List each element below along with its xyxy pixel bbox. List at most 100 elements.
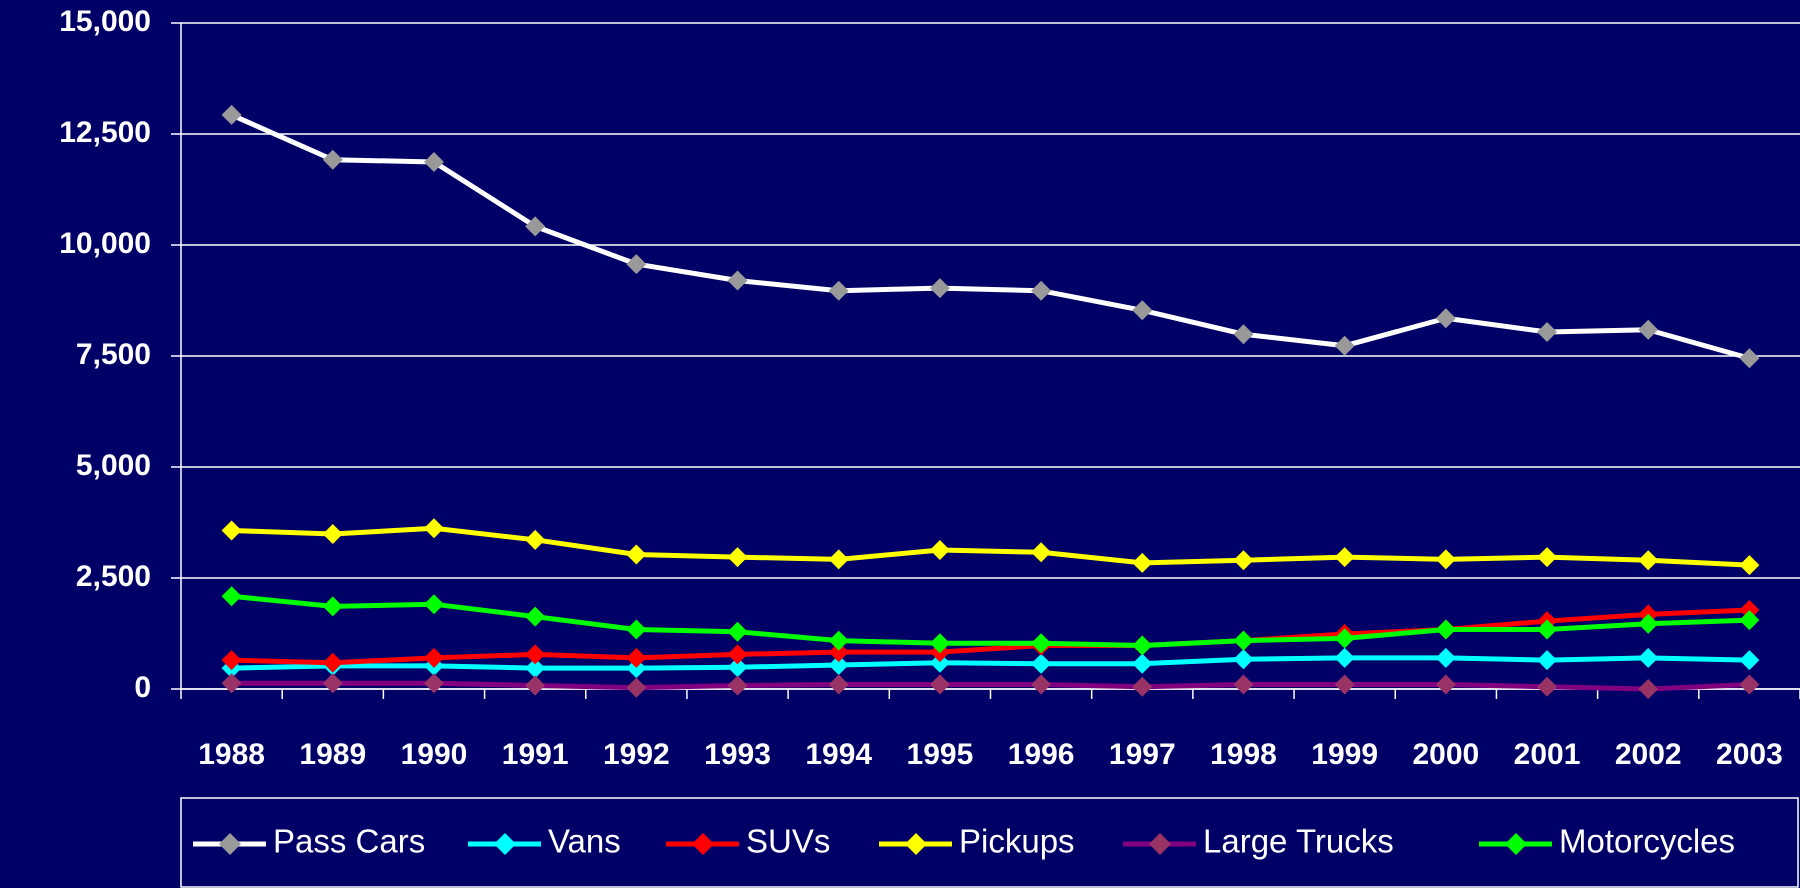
marker: [1132, 676, 1153, 697]
y-tick-label: 0: [134, 671, 151, 704]
marker: [423, 647, 444, 668]
marker: [626, 254, 647, 275]
marker: [727, 547, 748, 568]
marker: [1031, 633, 1052, 654]
marker: [1334, 547, 1355, 568]
marker: [525, 675, 546, 696]
marker: [626, 658, 647, 679]
legend-label: Pickups: [959, 823, 1075, 860]
marker: [1233, 324, 1254, 345]
y-tick-label: 12,500: [59, 116, 151, 149]
x-tick-label: 1992: [603, 738, 670, 771]
marker: [423, 594, 444, 615]
marker: [221, 650, 242, 671]
marker: [1537, 676, 1558, 697]
marker: [1233, 550, 1254, 571]
marker: [929, 633, 950, 654]
legend-box: [180, 797, 1799, 888]
marker: [221, 586, 242, 607]
marker: [1233, 674, 1254, 695]
marker: [1739, 555, 1760, 576]
marker: [626, 677, 647, 698]
x-tick-label: 2002: [1615, 738, 1682, 771]
marker: [221, 520, 242, 541]
series-line: [230, 112, 1751, 361]
series-line: [231, 607, 1750, 666]
y-tick-label: 15,000: [59, 5, 151, 38]
marker: [322, 149, 343, 170]
marker: [525, 529, 546, 550]
marker: [525, 606, 546, 627]
marker: [1638, 319, 1659, 340]
marker: [322, 652, 343, 673]
x-tick-label: 1994: [805, 738, 872, 771]
series-line: [231, 680, 1750, 692]
series-line: [231, 593, 1750, 648]
x-tick-label: 2003: [1716, 738, 1783, 771]
marker: [423, 673, 444, 694]
legend-marker: [692, 833, 714, 855]
marker: [221, 673, 242, 694]
marker: [1132, 552, 1153, 573]
x-tick-label: 1995: [907, 738, 974, 771]
x-tick-label: 1999: [1311, 738, 1378, 771]
marker: [1031, 542, 1052, 563]
marker: [221, 104, 242, 125]
series-line: [231, 525, 1750, 568]
x-tick-label: 1990: [401, 738, 468, 771]
marker: [929, 652, 950, 673]
marker: [626, 619, 647, 640]
marker: [1435, 647, 1456, 668]
marker: [1334, 647, 1355, 668]
marker: [1537, 322, 1558, 343]
marker: [1739, 599, 1760, 620]
y-tick-label: 5,000: [76, 449, 151, 482]
x-tick-label: 2001: [1514, 738, 1581, 771]
x-tick-label: 2000: [1412, 738, 1479, 771]
legend-marker: [1149, 833, 1171, 855]
legend-label: Vans: [548, 823, 621, 860]
marker: [1132, 635, 1153, 656]
marker: [525, 658, 546, 679]
marker: [1334, 335, 1355, 356]
legend-label: SUVs: [746, 823, 830, 860]
marker: [1031, 674, 1052, 695]
x-tick-label: 1988: [198, 738, 265, 771]
marker: [727, 657, 748, 678]
marker: [727, 644, 748, 665]
y-tick-label: 2,500: [76, 560, 151, 593]
marker: [727, 621, 748, 642]
legend-marker: [494, 833, 516, 855]
marker: [1638, 550, 1659, 571]
marker: [1031, 280, 1052, 301]
marker: [1031, 653, 1052, 674]
x-tick-label: 1991: [502, 738, 569, 771]
marker: [929, 674, 950, 695]
marker: [1435, 549, 1456, 570]
marker: [322, 524, 343, 545]
marker: [626, 647, 647, 668]
marker: [1638, 679, 1659, 699]
marker: [828, 549, 849, 570]
marker: [1435, 619, 1456, 640]
marker: [1233, 649, 1254, 670]
marker: [322, 673, 343, 694]
x-tick-label: 1989: [299, 738, 366, 771]
marker: [929, 278, 950, 299]
legend-label: Motorcycles: [1559, 823, 1735, 860]
marker: [1537, 650, 1558, 671]
marker: [828, 630, 849, 651]
marker: [423, 518, 444, 539]
series-line: [231, 655, 1750, 671]
marker: [828, 674, 849, 695]
marker: [1739, 610, 1760, 631]
marker: [1638, 647, 1659, 668]
marker: [1435, 308, 1456, 329]
marker: [322, 596, 343, 617]
legend-label: Large Trucks: [1203, 823, 1394, 860]
legend-label: Pass Cars: [273, 823, 425, 860]
y-tick-label: 7,500: [76, 338, 151, 371]
marker: [1638, 613, 1659, 634]
marker: [1537, 619, 1558, 640]
